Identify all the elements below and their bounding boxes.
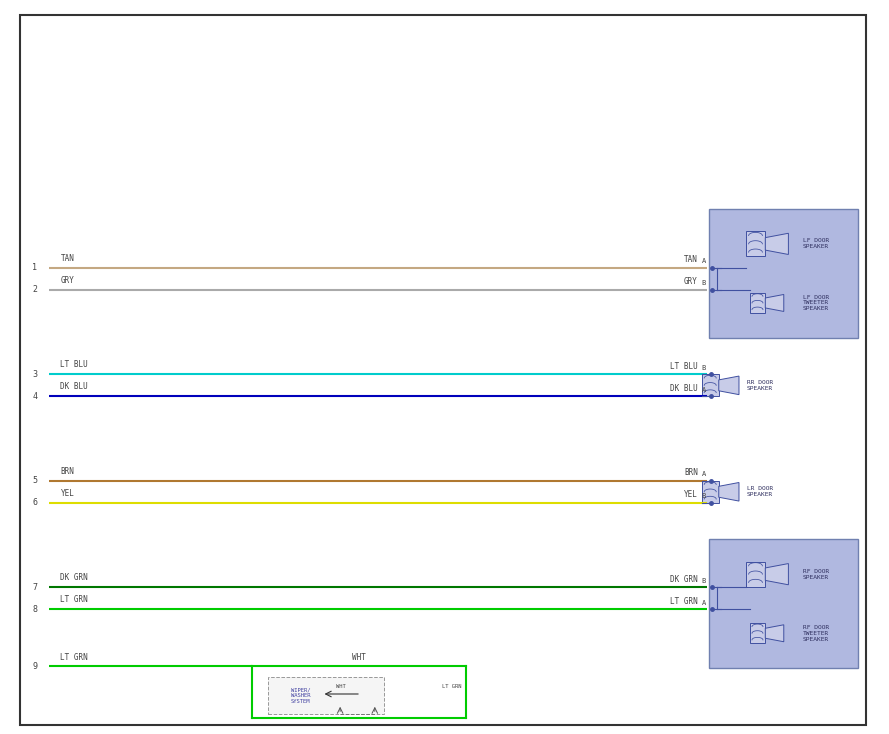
Text: A: A [701,387,706,393]
Text: DK GRN: DK GRN [60,573,88,582]
Text: DK BLU: DK BLU [670,384,698,393]
Polygon shape [765,294,784,311]
Text: 9: 9 [32,662,37,671]
Text: LF DOOR
SPEAKER: LF DOOR SPEAKER [803,239,829,250]
Bar [701,374,718,396]
Text: DK GRN: DK GRN [670,575,698,584]
Text: A: A [701,258,706,264]
Text: WHT: WHT [352,653,366,662]
Text: TAN: TAN [684,255,698,264]
Text: LT GRN: LT GRN [670,597,698,606]
Text: LT GRN: LT GRN [60,653,88,662]
Text: BRN: BRN [60,467,75,476]
Text: TAN: TAN [60,254,75,263]
Text: GRY: GRY [684,277,698,286]
Text: 5: 5 [32,476,37,485]
Text: RF DOOR
SPEAKER: RF DOOR SPEAKER [803,569,829,580]
Bar [746,562,765,586]
Bar [709,209,858,338]
Text: 2: 2 [32,286,37,294]
Text: YEL: YEL [60,489,75,498]
Polygon shape [718,376,739,395]
Text: 7: 7 [32,583,37,592]
Bar [749,293,765,313]
Text: B: B [701,365,706,371]
Text: B: B [701,280,706,286]
Text: YEL: YEL [684,490,698,499]
Polygon shape [718,482,739,501]
Text: WHT: WHT [336,684,346,688]
Text: B: B [701,493,706,499]
Text: A: A [701,600,706,606]
Bar [709,539,858,668]
Text: BRN: BRN [684,468,698,477]
Text: WIPER/
WASHER
SYSTEM: WIPER/ WASHER SYSTEM [291,688,310,704]
Text: GRY: GRY [60,276,75,285]
Polygon shape [765,564,789,585]
Text: 3: 3 [32,370,37,379]
Text: LR DOOR
SPEAKER: LR DOOR SPEAKER [747,487,773,497]
Bar [746,231,765,256]
Text: LT GRN: LT GRN [442,684,461,688]
Text: DK BLU: DK BLU [60,382,88,391]
Text: LT GRN: LT GRN [60,595,88,604]
Text: A: A [701,471,706,477]
Text: B: B [701,578,706,584]
Bar [749,623,765,643]
Polygon shape [765,625,784,642]
Text: LT BLU: LT BLU [670,362,698,371]
Text: 1: 1 [32,264,37,272]
Text: 8: 8 [32,605,37,614]
Text: RR DOOR
SPEAKER: RR DOOR SPEAKER [747,380,773,390]
Polygon shape [765,233,789,255]
Text: 4: 4 [32,392,37,401]
Bar [268,677,384,714]
Text: LT BLU: LT BLU [60,360,88,369]
Text: 6: 6 [32,498,37,507]
Text: LF DOOR
TWEETER
SPEAKER: LF DOOR TWEETER SPEAKER [803,294,829,311]
Text: RF DOOR
TWEETER
SPEAKER: RF DOOR TWEETER SPEAKER [803,625,829,642]
Bar [701,481,718,503]
